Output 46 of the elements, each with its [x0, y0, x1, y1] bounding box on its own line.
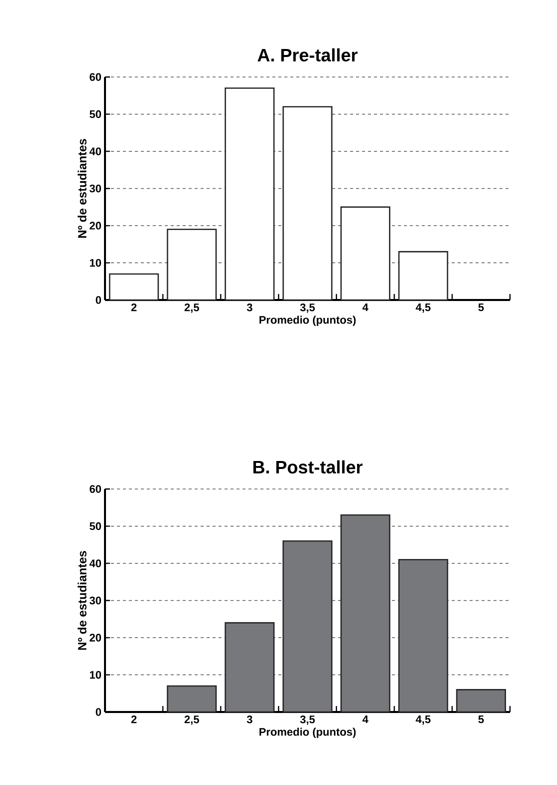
y-axis-title: Nº de estudiantes — [78, 138, 86, 238]
y-tick-label: 20 — [90, 634, 102, 642]
y-tick-label: 30 — [90, 184, 102, 192]
x-tick-label: 4 — [362, 304, 368, 312]
bar — [108, 273, 159, 301]
x-axis-title: Promedio (puntos) — [260, 728, 356, 738]
x-tick-label: 2,5 — [184, 304, 200, 313]
x-tick-label: 3 — [246, 304, 252, 312]
x-axis-title: Promedio (puntos) — [260, 316, 356, 326]
bar — [282, 106, 332, 301]
x-tick-label: 2,5 — [184, 716, 200, 725]
y-tick-label: 10 — [90, 258, 102, 267]
y-tick-label: 50 — [90, 110, 102, 118]
y-axis-title: Nº de estudiantes — [78, 550, 86, 650]
chart-title: A. Pre-taller — [258, 48, 358, 62]
x-tick-label: 5 — [478, 304, 484, 312]
bar — [166, 228, 217, 301]
y-tick-label: 20 — [90, 222, 102, 230]
y-tick-label: 40 — [89, 559, 102, 568]
bar — [398, 558, 448, 713]
bar — [340, 206, 390, 301]
y-tick-label: 50 — [90, 522, 102, 530]
bar — [224, 622, 275, 713]
x-tick-label: 3,5 — [300, 304, 315, 313]
x-tick-label: 4,5 — [416, 304, 431, 313]
bar — [166, 685, 217, 713]
bar — [398, 251, 448, 301]
bar — [456, 689, 506, 713]
bar — [340, 514, 390, 713]
x-tick-label: 3,5 — [300, 716, 315, 725]
y-tick-label: 30 — [90, 596, 102, 604]
chart-title: B. Post-taller — [253, 460, 363, 474]
x-tick-label: 3 — [246, 716, 252, 724]
y-tick-label: 60 — [90, 485, 102, 493]
y-tick-label: 40 — [89, 147, 102, 156]
x-tick-label: 2 — [131, 304, 137, 312]
x-tick-label: 2 — [131, 716, 137, 724]
bar — [282, 540, 332, 713]
y-tick-label: 10 — [90, 670, 102, 679]
bar — [224, 88, 275, 301]
y-tick-label: 0 — [96, 708, 102, 716]
x-tick-label: 4 — [362, 716, 368, 724]
y-tick-label: 0 — [96, 296, 102, 304]
x-tick-label: 4,5 — [416, 716, 431, 725]
x-tick-label: 5 — [478, 716, 484, 724]
y-tick-label: 60 — [90, 73, 102, 81]
